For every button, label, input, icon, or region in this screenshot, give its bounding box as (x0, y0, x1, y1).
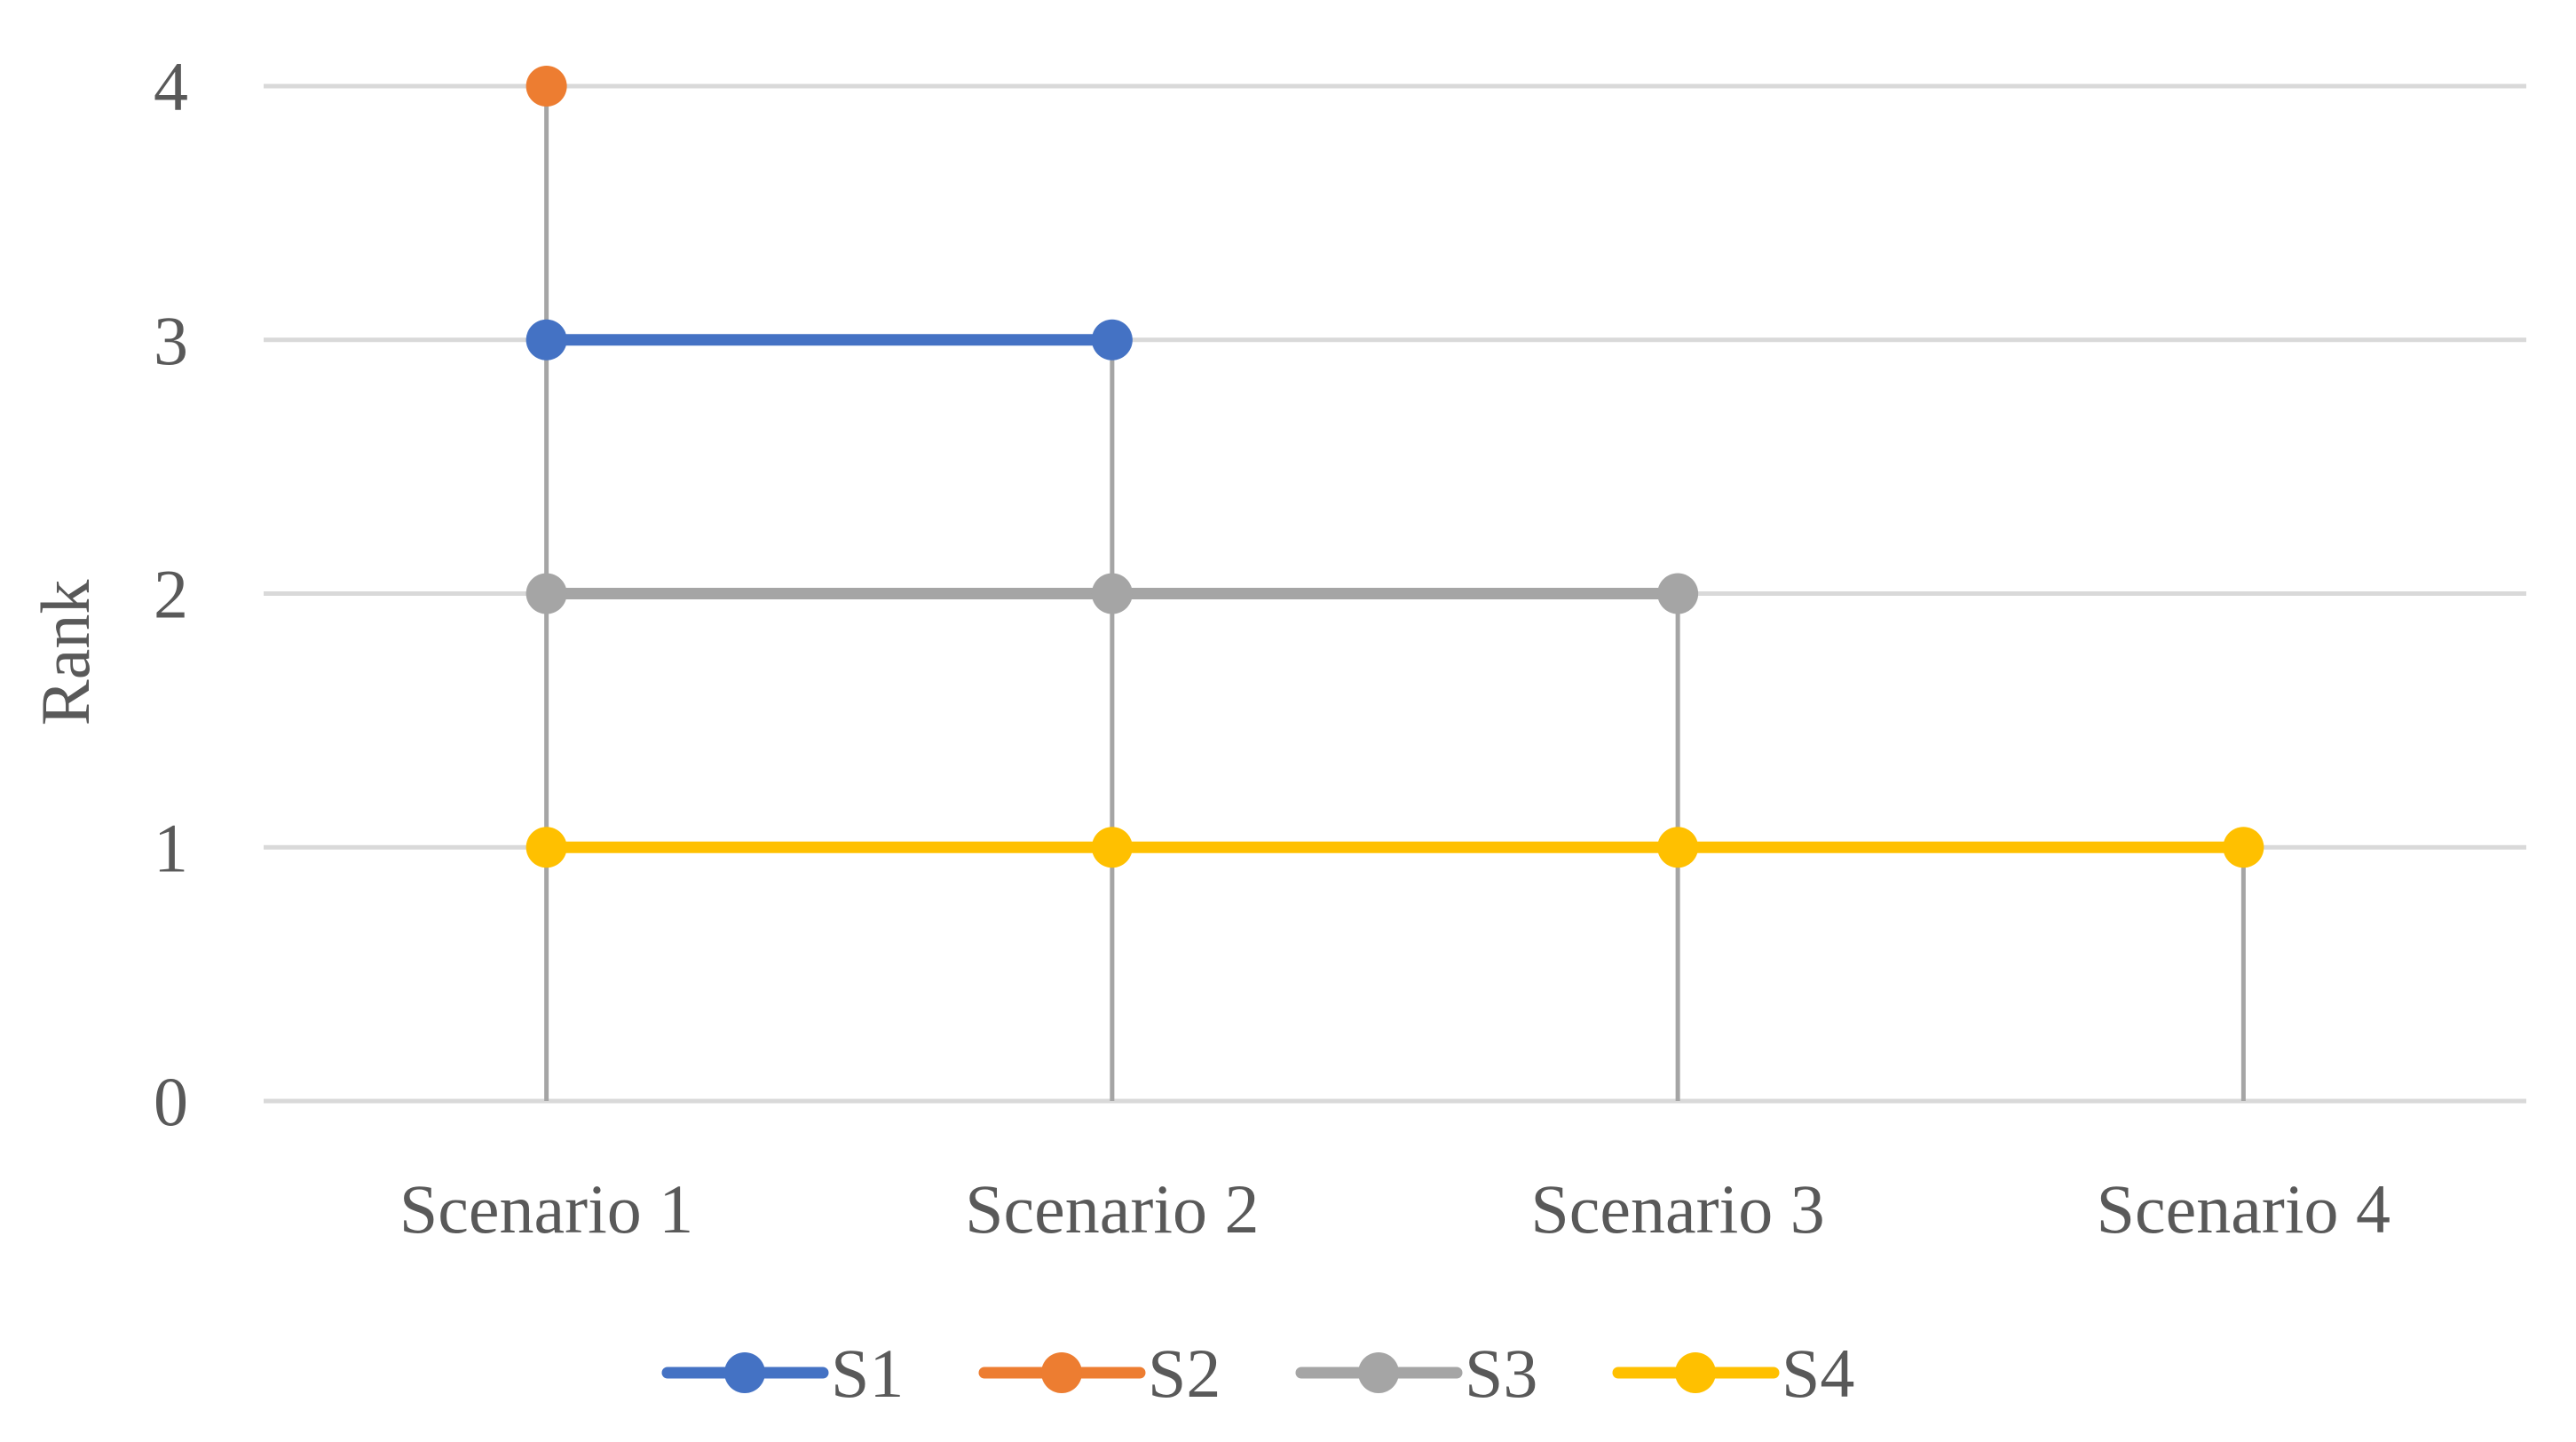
legend-swatch-marker (1358, 1352, 1399, 1393)
series-layer (525, 66, 2264, 868)
series-s3 (525, 573, 1699, 614)
data-point (525, 827, 567, 868)
legend-item-s3: S3 (1295, 1335, 1537, 1412)
legend-swatch-marker (724, 1352, 765, 1393)
x-axis-ticks: Scenario 1 Scenario 2 Scenario 3 Scenario 4 (399, 1170, 2390, 1248)
legend-item-s2: S2 (978, 1335, 1221, 1412)
data-point (1091, 573, 1133, 614)
y-tick-label: 1 (154, 809, 188, 886)
legend-swatch-marker (1675, 1352, 1716, 1393)
x-tick-label: Scenario 4 (2097, 1170, 2390, 1248)
legend-swatch-marker (1041, 1352, 1082, 1393)
legend-item-s1: S1 (661, 1335, 904, 1412)
series-s4 (525, 827, 2264, 868)
legend-label: S1 (831, 1335, 904, 1412)
y-tick-label: 2 (154, 556, 188, 633)
legend-label: S3 (1465, 1335, 1537, 1412)
data-point (1657, 827, 1699, 868)
data-point (525, 66, 567, 107)
legend-item-s4: S4 (1612, 1335, 1854, 1412)
data-point (1657, 573, 1699, 614)
y-axis-ticks: 0 1 2 3 4 (154, 48, 188, 1140)
y-tick-label: 0 (154, 1063, 188, 1140)
y-axis-title: Rank (27, 580, 104, 726)
x-tick-label: Scenario 2 (965, 1170, 1259, 1248)
series-s1 (525, 319, 1133, 360)
legend-label: S4 (1782, 1335, 1854, 1412)
legend-label: S2 (1148, 1335, 1221, 1412)
data-point (2223, 827, 2264, 868)
y-tick-label: 3 (154, 302, 188, 379)
x-tick-label: Scenario 1 (399, 1170, 693, 1248)
data-point (1091, 319, 1133, 360)
y-tick-label: 4 (154, 48, 188, 125)
legend: S1 S2 S3 S4 (661, 1335, 1854, 1412)
series-s2 (525, 66, 567, 107)
data-point (525, 319, 567, 360)
data-point (1091, 827, 1133, 868)
data-point (525, 573, 567, 614)
x-tick-label: Scenario 3 (1530, 1170, 1824, 1248)
